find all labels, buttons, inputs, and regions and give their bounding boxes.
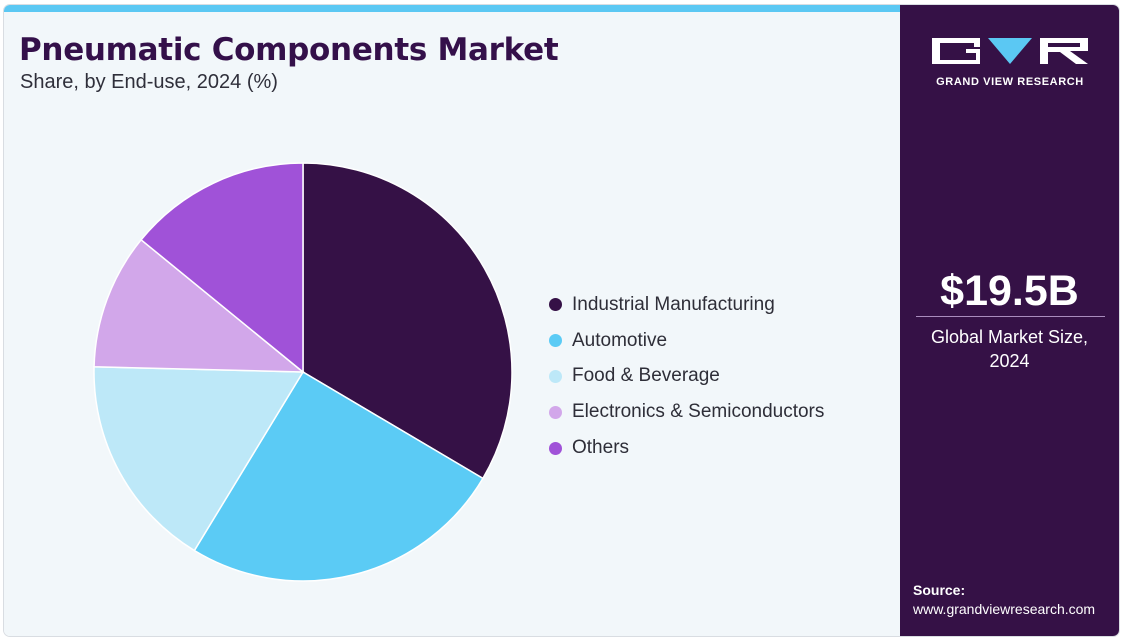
legend-swatch <box>549 298 562 312</box>
legend-label: Industrial Manufacturing <box>572 293 775 315</box>
legend-item: Electronics & Semiconductors <box>549 394 824 430</box>
chart-title: Pneumatic Components Market <box>19 32 559 68</box>
chart-legend: Industrial Manufacturing Automotive Food &… <box>549 287 824 466</box>
chart-subtitle: Share, by End-use, 2024 (%) <box>20 71 278 93</box>
legend-swatch <box>549 405 562 419</box>
divider <box>916 316 1105 317</box>
logo-wordmark: GRAND VIEW RESEARCH <box>936 76 1084 88</box>
summary-panel: GRAND VIEW RESEARCH $19.5B Global Market… <box>900 5 1119 636</box>
legend-swatch <box>549 369 562 383</box>
legend-label: Electronics & Semiconductors <box>572 401 825 423</box>
source-link[interactable]: www.grandviewresearch.com <box>913 601 1096 617</box>
market-size-caption: Global Market Size, 2024 <box>900 325 1119 373</box>
pie-slice-automotive <box>193 370 484 582</box>
legend-swatch <box>549 441 562 455</box>
gvr-logo-icon <box>932 38 1088 64</box>
legend-label: Others <box>572 437 630 459</box>
legend-item: Others <box>549 430 824 466</box>
grand-view-research-logo: GRAND VIEW RESEARCH <box>930 35 1090 95</box>
market-size-value: $19.5B <box>940 267 1079 315</box>
pie-chart <box>93 162 513 582</box>
legend-item: Automotive <box>549 323 824 359</box>
legend-swatch <box>549 334 562 348</box>
caption-line-1: Global Market Size, <box>930 327 1089 347</box>
pie-slice-electronics-semiconductors <box>93 238 306 373</box>
legend-label: Food & Beverage <box>572 365 720 387</box>
source-label: Source: <box>913 582 966 598</box>
pie-slice-food-beverage <box>93 365 305 552</box>
accent-bar <box>4 5 900 12</box>
chart-card: Pneumatic Components Market Share, by En… <box>4 5 1119 636</box>
legend-item: Food & Beverage <box>549 359 824 395</box>
chart-area: Pneumatic Components Market Share, by En… <box>4 5 900 636</box>
legend-item: Industrial Manufacturing <box>549 287 824 323</box>
pie-slice-industrial-manufacturing <box>302 162 513 480</box>
legend-label: Automotive <box>572 329 668 351</box>
pie-slice-others <box>140 162 304 374</box>
caption-line-2: 2024 <box>989 351 1030 371</box>
